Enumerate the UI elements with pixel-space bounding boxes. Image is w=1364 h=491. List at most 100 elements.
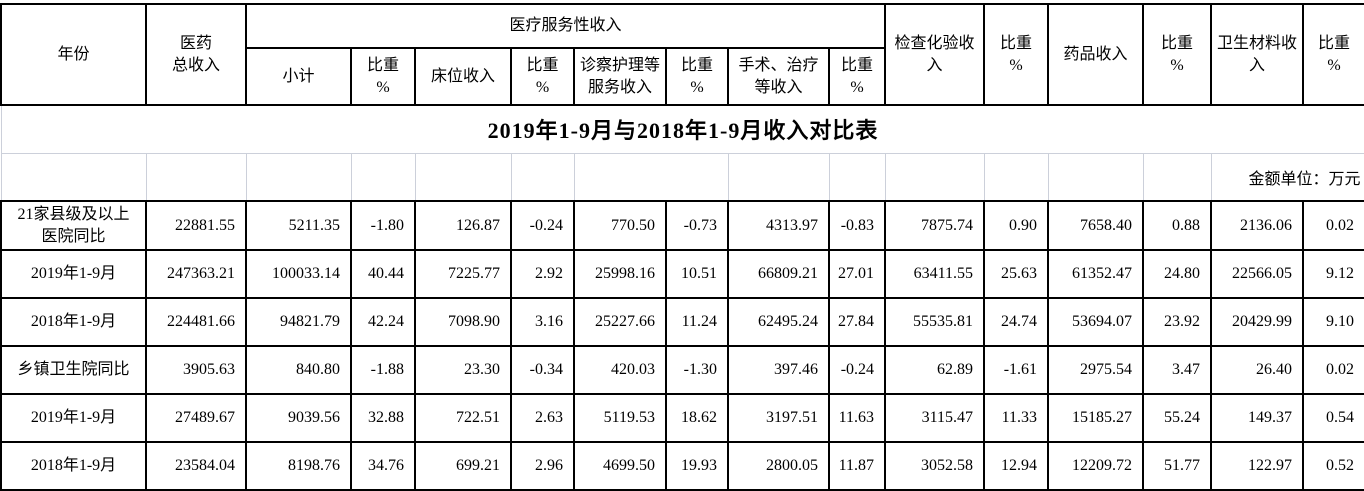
data-cell: 25.63 [983, 249, 1050, 300]
data-cell: 7658.40 [1047, 199, 1145, 252]
col-header-ratio: 比重 % [983, 3, 1050, 106]
data-cell: 7225.77 [414, 249, 512, 300]
header-row-1: 年份 医药 总收入 医疗服务性收入 检查化验收 入 比重 % 药品收入 比重 %… [0, 3, 1364, 106]
unit-spacer-cell [828, 152, 886, 202]
data-cell: 122.97 [1210, 441, 1305, 491]
data-cell: 61352.47 [1047, 249, 1145, 300]
row-label: 乡镇卫生院同比 [0, 345, 147, 396]
col-header-ratio: 比重 % [510, 47, 575, 106]
row-label: 2019年1-9月 [0, 249, 147, 300]
data-cell: 699.21 [414, 441, 512, 491]
data-cell: 22566.05 [1210, 249, 1305, 300]
data-cell: 23.92 [1142, 297, 1213, 348]
data-cell: 11.87 [827, 441, 887, 491]
data-cell: 19.93 [665, 441, 729, 491]
data-cell: -0.73 [665, 199, 729, 252]
header-row-2: 小计 比重 % 床位收入 比重 % 诊察护理等 服务收入 比重 % 手术、治疗 … [1, 47, 1364, 106]
data-cell: 3115.47 [884, 393, 986, 444]
data-cell: 3905.63 [145, 345, 247, 396]
unit-spacer-cell [1142, 152, 1212, 202]
unit-spacer-cell [414, 152, 512, 202]
data-cell: 9.10 [1302, 297, 1364, 348]
data-cell: 25227.66 [573, 297, 667, 348]
data-cell: -0.24 [827, 345, 887, 396]
table-row: 乡镇卫生院同比 3905.63 840.80 -1.88 23.30 -0.34 420.0… [0, 345, 1364, 396]
data-cell: 94821.79 [245, 297, 352, 348]
data-cell: 2800.05 [727, 441, 830, 491]
data-cell: -1.30 [665, 345, 729, 396]
data-cell: 20429.99 [1210, 297, 1305, 348]
col-header-subtotal: 小计 [245, 47, 352, 106]
data-cell: 0.52 [1302, 441, 1364, 491]
caption-section: 2019年1-9月与2018年1-9月收入对比表 金额单位：万元 [0, 104, 1364, 202]
data-cell: 23.30 [414, 345, 512, 396]
data-cell: 62495.24 [727, 297, 830, 348]
row-label: 2018年1-9月 [0, 441, 147, 491]
data-cell: 12209.72 [1047, 441, 1145, 491]
unit-spacer-cell [0, 152, 147, 202]
data-cell: 55535.81 [884, 297, 986, 348]
page-title: 2019年1-9月与2018年1-9月收入对比表 [0, 104, 1364, 154]
data-cell: 11.33 [983, 393, 1050, 444]
row-label: 21家县级及以上 医院同比 [0, 199, 147, 252]
data-cell: 0.90 [983, 199, 1050, 252]
unit-spacer-cell [510, 152, 575, 202]
data-cell: -0.83 [827, 199, 887, 252]
data-cell: 5119.53 [573, 393, 667, 444]
data-cell: 9039.56 [245, 393, 352, 444]
data-cell: 3.16 [510, 297, 575, 348]
data-cell: 11.24 [665, 297, 729, 348]
row-label: 2019年1-9月 [0, 393, 147, 444]
col-header-drug-income: 药品收入 [1047, 3, 1145, 106]
data-cell: 840.80 [245, 345, 352, 396]
data-cell: 63411.55 [884, 249, 986, 300]
data-cell: 100033.14 [245, 249, 352, 300]
income-comparison-table: 2019年1-9月与2018年1-9月收入对比表 金额单位：万元 年份 医药 总… [0, 3, 1364, 491]
data-cell: 3197.51 [727, 393, 830, 444]
data-cell: 66809.21 [727, 249, 830, 300]
data-cell: 27489.67 [145, 393, 247, 444]
data-cell: 2136.06 [1210, 199, 1305, 252]
data-cell: 27.01 [827, 249, 887, 300]
data-cell: 2.96 [510, 441, 575, 491]
unit-spacer-cell [350, 152, 416, 202]
data-cell: 3.47 [1142, 345, 1213, 396]
data-cell: 4313.97 [727, 199, 830, 252]
data-cell: 18.62 [665, 393, 729, 444]
row-label: 2018年1-9月 [0, 297, 147, 348]
data-cell: 24.74 [983, 297, 1050, 348]
data-cell: 23584.04 [145, 441, 247, 491]
table-row: 2019年1-9月 27489.67 9039.56 32.88 722.51 2.63 5… [0, 393, 1364, 444]
data-cell: 2975.54 [1047, 345, 1145, 396]
data-cell: 24.80 [1142, 249, 1213, 300]
data-cell: 12.94 [983, 441, 1050, 491]
unit-spacer-cell [983, 152, 1049, 202]
data-cell: 53694.07 [1047, 297, 1145, 348]
data-cell: 224481.66 [145, 297, 247, 348]
data-cell: 4699.50 [573, 441, 667, 491]
data-cell: 3052.58 [884, 441, 986, 491]
data-cell: 15185.27 [1047, 393, 1145, 444]
data-cell: 10.51 [665, 249, 729, 300]
data-cell: 247363.21 [145, 249, 247, 300]
col-header-sanitary-material-income: 卫生材料收 入 [1210, 3, 1305, 106]
data-cell: 126.87 [414, 199, 512, 252]
data-cell: 5211.35 [245, 199, 352, 252]
col-header-ratio: 比重 % [350, 47, 416, 106]
data-cell: 55.24 [1142, 393, 1213, 444]
unit-spacer-cell [245, 152, 352, 202]
col-header-surgery-treatment-income: 手术、治疗 等收入 [727, 47, 830, 106]
data-cell: -0.34 [510, 345, 575, 396]
table-header: 年份 医药 总收入 医疗服务性收入 检查化验收 入 比重 % 药品收入 比重 %… [0, 3, 1364, 106]
title-row: 2019年1-9月与2018年1-9月收入对比表 [0, 104, 1364, 154]
data-cell: 2.63 [510, 393, 575, 444]
data-cell: 0.02 [1302, 199, 1364, 252]
unit-note: 金额单位：万元 [1210, 152, 1364, 202]
data-cell: 722.51 [414, 393, 512, 444]
data-cell: -1.80 [350, 199, 416, 252]
table-row: 2019年1-9月 247363.21 100033.14 40.44 7225.77 2… [0, 249, 1364, 300]
data-cell: 42.24 [350, 297, 416, 348]
data-cell: 34.76 [350, 441, 416, 491]
data-cell: 420.03 [573, 345, 667, 396]
data-cell: 32.88 [350, 393, 416, 444]
